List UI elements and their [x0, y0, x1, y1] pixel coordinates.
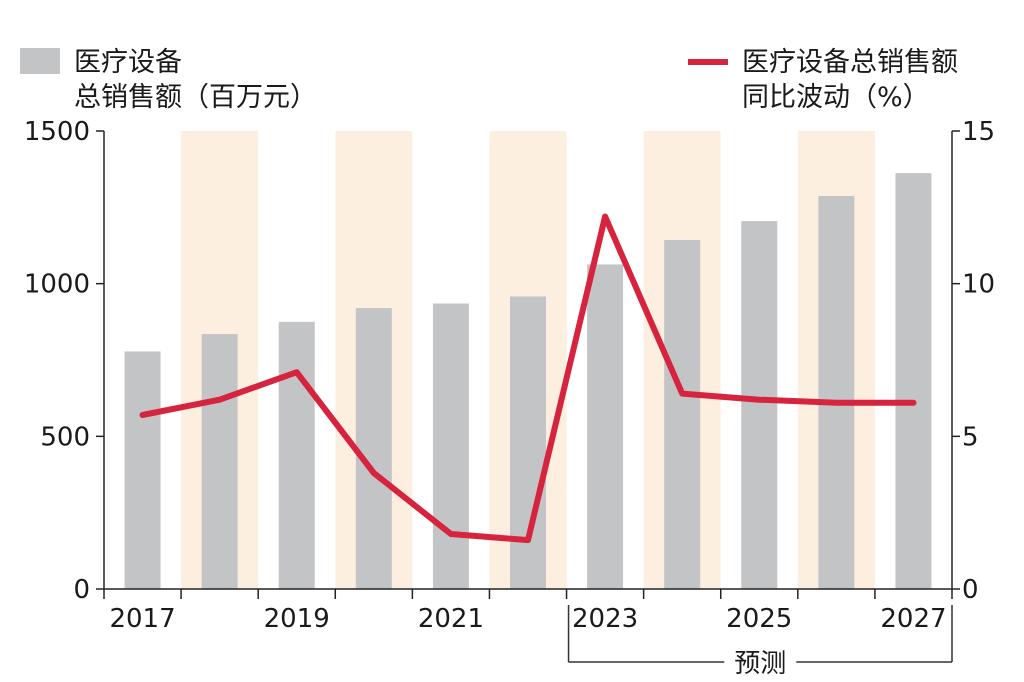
bar-2024: [664, 240, 701, 589]
forecast-bracket: 预测: [567, 605, 953, 679]
bar-series: [124, 173, 932, 590]
forecast-label: 预测: [734, 649, 786, 679]
bar-2021: [432, 303, 469, 589]
line-series: [139, 213, 917, 544]
bar-2018: [201, 334, 238, 589]
y-left-tick-label-500: 500: [40, 422, 90, 452]
y-right-tick-label-0: 0: [962, 575, 979, 605]
x-tick-label-2017: 2017: [109, 604, 175, 634]
legend-line-label-line2: 同比波动（%）: [742, 82, 930, 113]
y-left-tick-label-1000: 1000: [24, 270, 90, 300]
y-right-tick-label-15: 15: [962, 117, 995, 147]
x-tick-label-2025: 2025: [726, 604, 792, 634]
y-left-tick-label-1500: 1500: [24, 117, 90, 147]
bar-2023: [587, 264, 624, 589]
bar-2020: [355, 308, 392, 589]
bar-2025: [741, 221, 778, 589]
bar-2019: [278, 321, 315, 589]
legend: 医疗设备 总销售额（百万元） 医疗设备总销售额 同比波动（%）: [20, 47, 958, 113]
x-tick-label-2027: 2027: [880, 604, 946, 634]
bar-2017: [124, 351, 161, 589]
legend-bar-label-line2: 总销售额（百万元）: [74, 82, 317, 113]
y-right-tick-label-5: 5: [962, 422, 979, 452]
axes: 0 500 1000 1500 0 5 10 15 2017 2019 2021 2023 2025 20…: [24, 117, 995, 634]
bar-2026: [818, 196, 855, 589]
y-left-tick-label-0: 0: [73, 575, 90, 605]
legend-bar-label-line1: 医疗设备: [74, 47, 182, 78]
legend-line-label-line1: 医疗设备总销售额: [742, 47, 958, 78]
bar-2022: [510, 296, 546, 589]
x-tick-label-2019: 2019: [264, 604, 330, 634]
x-tick-label-2021: 2021: [418, 604, 484, 634]
x-tick-label-2023: 2023: [572, 604, 638, 634]
y-right-tick-label-10: 10: [962, 270, 995, 300]
bar-2027: [895, 173, 932, 590]
legend-bar-swatch: [20, 48, 60, 74]
